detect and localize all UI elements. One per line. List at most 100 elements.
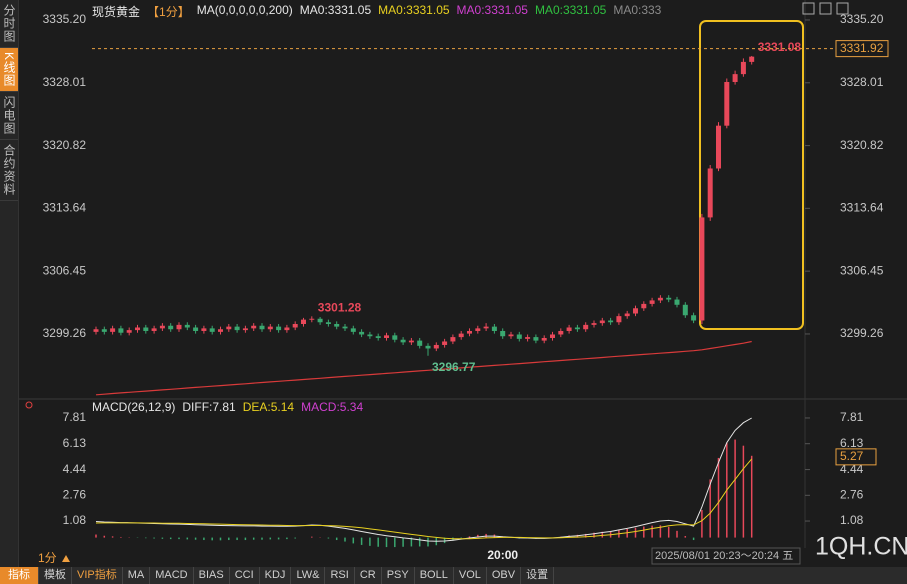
candle-body [417,340,423,346]
last-value-box [835,448,877,466]
candle-body [749,56,755,62]
candle-body [516,334,522,339]
y-tick-label: 1.08 [63,513,87,527]
watermark: 1QH.CN [815,533,907,561]
cursor-time-box [651,547,801,565]
candle-body [342,326,348,329]
sidebar-tab[interactable]: K线图 [0,48,18,93]
candle-body [508,334,514,337]
legend-entry: MA0:3331.05 [299,3,372,17]
candle-body [367,334,373,337]
sidebar-tab[interactable]: 合约资料 [0,140,18,202]
candle-body [491,326,497,331]
toolbar-item[interactable]: 指标 [0,567,39,584]
candle-body [732,74,738,82]
candle-body [550,334,555,338]
candle-body [566,327,572,331]
toolbar-item[interactable]: VOL [454,567,487,584]
ma-line [95,340,752,396]
legend-entry: MA0:333 [613,3,662,17]
period[interactable]: 【1分】 [147,5,190,19]
toolbar-item[interactable]: MACD [150,567,194,584]
candle-body [400,339,406,343]
y-tick-label: 3335.20 [43,12,87,26]
legend-entry: MACD:5.34 [301,400,364,414]
candle-body [558,330,564,335]
candle-body [317,318,323,323]
toolbar-item[interactable]: 模板 [39,567,72,584]
candle-body [475,328,481,331]
candle-body [201,328,207,331]
period-button[interactable]: 1分 [38,551,57,565]
y-tick-label: 3320.82 [840,138,884,152]
candle-body [151,328,157,331]
last-value-label: 5.27 [840,449,864,463]
candle-body [716,125,721,169]
candle-body [209,328,215,332]
candle-body [691,315,697,321]
last-price-box [835,40,889,58]
candle-body [350,328,356,332]
candle-body [458,333,464,338]
y-tick-label: 3306.45 [840,263,884,277]
candle-body [608,320,614,323]
pane-icon [25,401,33,409]
icon[interactable] [819,2,832,15]
macd-line [95,458,753,540]
candle-body [110,328,116,332]
sidebar-tab[interactable]: 分时图 [0,0,18,48]
candle-body [525,337,531,339]
toolbar-item[interactable]: BOLL [415,567,454,584]
toolbar-item[interactable]: VIP指标 [72,567,123,584]
candle-body [126,330,132,333]
candle-body [226,326,232,330]
indicator: MA(0,0,0,0,0,200) [196,3,293,17]
candle-body [483,326,489,329]
toolbar-item[interactable]: 设置 [521,567,555,584]
candle-body [267,326,273,330]
icon[interactable] [802,2,815,15]
candle-body [682,304,688,316]
sidebar: 分时图 K线图 闪电图 合约资料 [0,0,19,567]
toolbar-item[interactable]: MA [123,567,151,584]
candle-body [541,337,547,341]
toolbar-item[interactable]: OBV [487,567,522,584]
candle-body [425,345,431,349]
macd-title: MACD(26,12,9) [92,400,176,414]
toolbar-item[interactable]: CR [355,567,382,584]
y-tick-label: 2.76 [840,487,864,501]
candle-body [218,329,223,332]
candle-body [118,328,124,333]
candle-body [533,337,539,341]
y-tick-label: 3328.01 [840,75,884,89]
candle-body [284,327,290,331]
candle-body [707,168,713,218]
legend-entry: MA0:3331.05 [534,3,607,17]
toolbar-item[interactable]: RSI [325,567,355,584]
candle-body [292,323,298,328]
candle-body [433,344,439,349]
y-tick-label: 1.08 [840,513,864,527]
low-annotation: 3296.77 [432,360,476,374]
y-tick-label: 3313.64 [840,200,884,214]
candle-body [724,81,730,126]
period-arrow[interactable] [62,555,70,562]
price-header: 现货黄金 【1分】 MA(0,0,0,0,0,200) MA0:3331.05 M… [92,3,661,20]
legend-entry: MA0:3331.05 [456,3,528,17]
candle-body [574,327,580,330]
toolbar-item[interactable]: KDJ [260,567,292,584]
candle-body [135,327,140,331]
sidebar-tab[interactable]: 闪电图 [0,92,18,141]
candle-body [325,322,331,324]
toolbar-item[interactable]: CCI [230,567,260,584]
legend-entry: DEA:5.14 [242,400,295,414]
candle-body [666,297,672,300]
icon[interactable] [836,2,849,15]
toolbar-item[interactable]: BIAS [194,567,230,584]
y-tick-label: 3306.45 [43,263,87,277]
toolbar-item[interactable]: PSY [382,567,415,584]
toolbar-item[interactable]: LW& [291,567,326,584]
toolbar: 指标 模板 VIP指标 MA MACD BIAS CCI KDJ LW& RSI CR PSY BOLL… [0,567,907,584]
legend-entry: MA0:3331.05 [378,3,450,17]
